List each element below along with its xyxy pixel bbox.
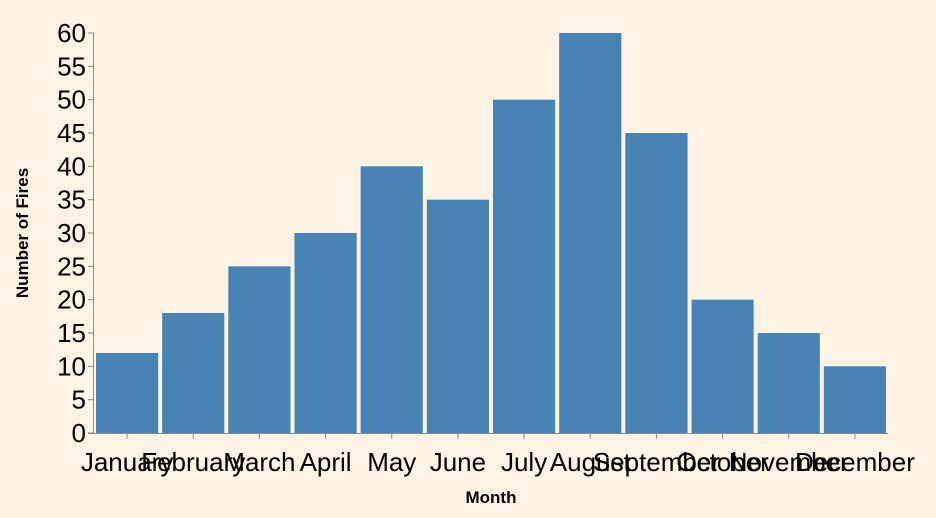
x-tick-label: March <box>223 447 295 477</box>
bar-march <box>228 266 291 433</box>
y-tick-label: 50 <box>57 85 86 115</box>
x-tick-label: November <box>729 447 849 477</box>
bar-october <box>691 299 754 433</box>
bar-december <box>823 366 886 433</box>
x-tick-label: May <box>367 447 416 477</box>
y-axis-title: Number of Fires <box>13 168 32 298</box>
x-axis-title: Month <box>466 488 517 507</box>
bar-may <box>360 166 423 434</box>
y-tick-label: 10 <box>57 351 86 381</box>
x-tick-label: September <box>593 447 721 477</box>
x-tick-label: February <box>141 447 245 477</box>
bar-july <box>493 99 556 434</box>
bar-january <box>96 353 159 433</box>
bar-june <box>426 199 489 433</box>
x-tick-label: October <box>676 447 769 477</box>
y-tick-label: 20 <box>57 285 86 315</box>
x-tick-label: July <box>501 447 547 477</box>
y-tick-label: 0 <box>72 418 86 448</box>
y-tick-label: 45 <box>57 118 86 148</box>
bar-august <box>559 33 622 433</box>
x-tick-label: August <box>550 447 632 477</box>
x-tick-label: January <box>81 447 174 477</box>
x-tick-label: December <box>795 447 915 477</box>
bar-april <box>294 233 357 433</box>
y-tick-label: 35 <box>57 185 86 215</box>
y-tick-label: 5 <box>72 385 86 415</box>
bars-group <box>96 33 886 434</box>
bar-november <box>757 333 820 433</box>
bar-september <box>625 133 688 433</box>
y-tick-label: 60 <box>57 18 86 48</box>
y-tick-label: 30 <box>57 218 86 248</box>
y-tick-label: 15 <box>57 318 86 348</box>
x-tick-label: June <box>430 447 486 477</box>
y-tick-label: 55 <box>57 51 86 81</box>
x-tick-label: April <box>300 447 352 477</box>
bar-february <box>162 313 225 433</box>
y-tick-label: 25 <box>57 251 86 281</box>
y-tick-label: 40 <box>57 151 86 181</box>
